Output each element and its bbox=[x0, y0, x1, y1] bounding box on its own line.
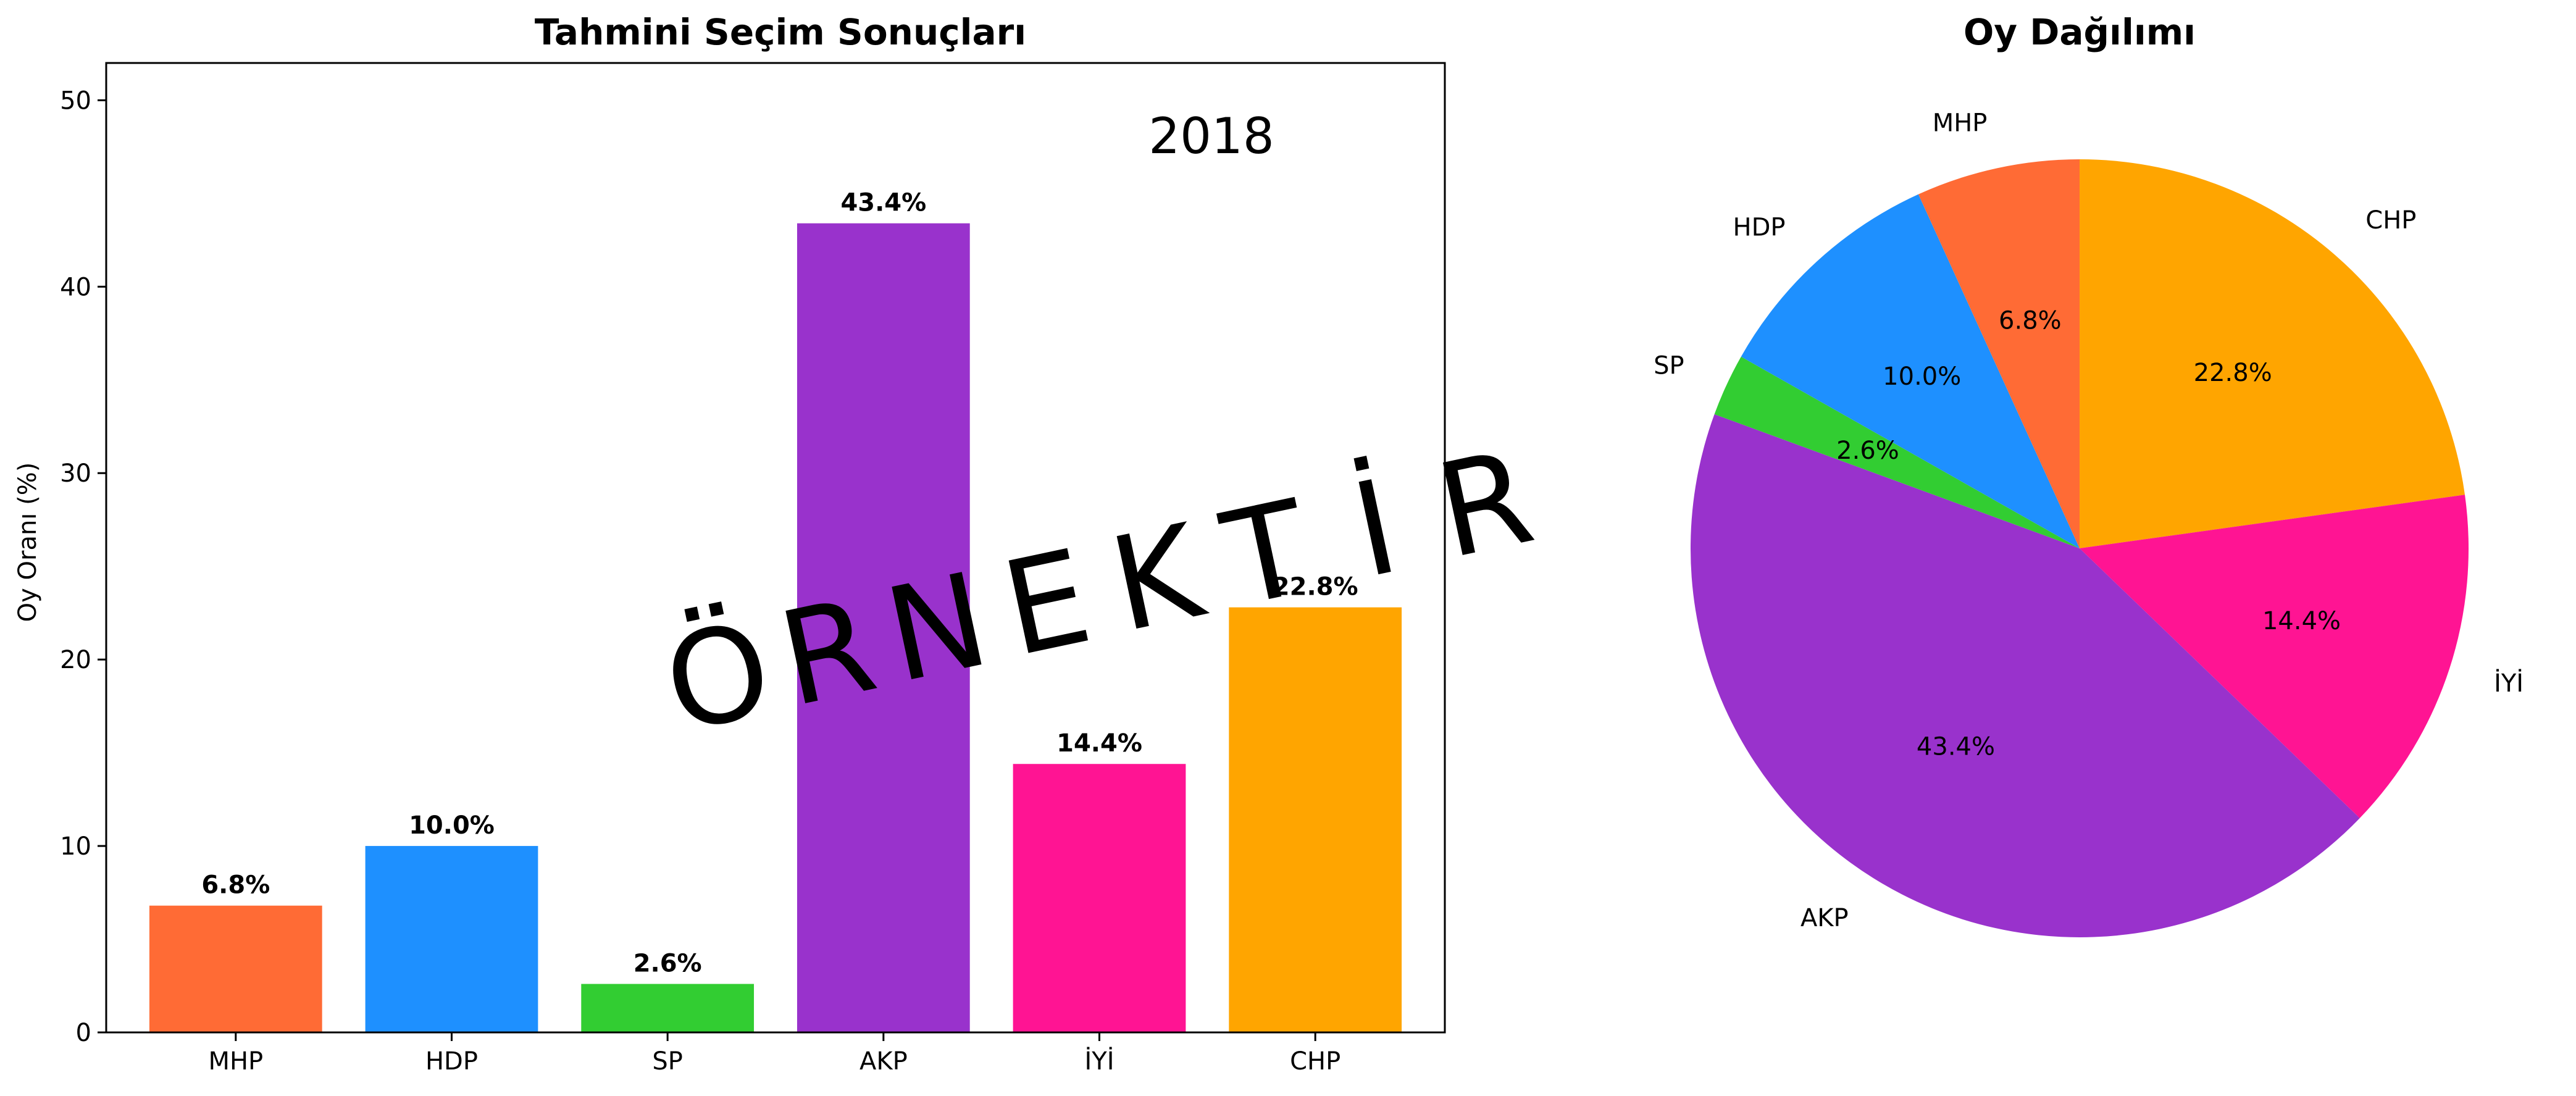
pie-chart: Oy Dağılımı 22.8% CHP 14.4% İYİ 43.4% AKP 2.6%… bbox=[1654, 11, 2524, 937]
pie-slices bbox=[1691, 159, 2469, 937]
watermark-letter: T bbox=[1211, 472, 1321, 637]
y-tick-label: 50 bbox=[60, 86, 91, 115]
pie-pct-label: 14.4% bbox=[2262, 607, 2341, 635]
y-axis-ticks: 0 10 20 30 40 50 bbox=[60, 86, 106, 1047]
pie-chart-title: Oy Dağılımı bbox=[1963, 11, 2196, 53]
y-tick-label: 40 bbox=[60, 273, 91, 301]
y-tick-label: 0 bbox=[76, 1019, 91, 1047]
x-tick-label: SP bbox=[652, 1047, 683, 1076]
bar-data-labels: 6.8% 10.0% 2.6% 43.4% 14.4% 22.8% bbox=[201, 189, 1358, 978]
pie-slice-mhp bbox=[1918, 159, 2080, 548]
x-tick-label: MHP bbox=[208, 1047, 263, 1076]
x-tick-label: HDP bbox=[425, 1047, 478, 1076]
bar-value-label: 43.4% bbox=[840, 189, 926, 217]
y-axis-label: Oy Oranı (%) bbox=[14, 462, 42, 622]
bar-series bbox=[149, 223, 1402, 1033]
x-tick-label: AKP bbox=[859, 1047, 908, 1076]
watermark-letter: K bbox=[1099, 495, 1217, 661]
pie-pct-label: 43.4% bbox=[1917, 732, 1995, 761]
watermark-letter: E bbox=[991, 521, 1103, 685]
pie-category-label: CHP bbox=[2365, 206, 2416, 235]
pie-pct-label: 10.0% bbox=[1883, 362, 1961, 391]
bar-value-label: 6.8% bbox=[201, 871, 270, 900]
x-tick-label: CHP bbox=[1290, 1047, 1340, 1076]
bar-value-label: 22.8% bbox=[1273, 573, 1358, 601]
watermark-letter: R bbox=[1425, 421, 1545, 588]
pie-labels: 22.8% CHP 14.4% İYİ 43.4% AKP 2.6% SP 10.0% HDP 6.… bbox=[1654, 109, 2524, 932]
bar-value-label: 10.0% bbox=[409, 811, 495, 840]
pie-pct-label: 22.8% bbox=[2194, 359, 2272, 387]
watermark-letter: Ö bbox=[653, 593, 784, 762]
bar-value-label: 2.6% bbox=[634, 950, 702, 978]
y-tick-label: 20 bbox=[60, 646, 91, 674]
y-tick-label: 10 bbox=[60, 832, 91, 861]
year-annotation: 2018 bbox=[1148, 107, 1274, 165]
bar-i̇yi̇ bbox=[1013, 764, 1186, 1032]
bar-chp bbox=[1229, 607, 1402, 1032]
y-tick-label: 30 bbox=[60, 459, 91, 488]
pie-category-label: HDP bbox=[1733, 214, 1785, 242]
pie-pct-label: 6.8% bbox=[1999, 307, 2062, 335]
pie-category-label: SP bbox=[1654, 352, 1684, 380]
pie-slice-sp bbox=[1714, 356, 2080, 548]
pie-category-label: AKP bbox=[1800, 904, 1849, 932]
pie-category-label: İYİ bbox=[2494, 668, 2524, 698]
bar-sp bbox=[581, 984, 755, 1032]
pie-category-label: MHP bbox=[1933, 109, 1988, 137]
x-axis-ticks: MHP HDP SP AKP İYİ CHP bbox=[208, 1032, 1340, 1076]
bar-mhp bbox=[149, 905, 322, 1032]
bar-chart: Tahmini Seçim Sonuçları Oy Oranı (%) 0 10… bbox=[14, 11, 1446, 1076]
plot-frame bbox=[105, 62, 1446, 1034]
bar-chart-title: Tahmini Seçim Sonuçları bbox=[535, 11, 1026, 53]
pie-slice-chp bbox=[2080, 159, 2465, 548]
x-tick-label: İYİ bbox=[1085, 1046, 1114, 1076]
pie-slice-i̇yi̇ bbox=[2080, 495, 2469, 819]
pie-slice-akp bbox=[1691, 414, 2360, 937]
bar-value-label: 14.4% bbox=[1056, 729, 1142, 758]
bar-hdp bbox=[365, 846, 538, 1032]
pie-slice-hdp bbox=[1741, 194, 2080, 548]
pie-pct-label: 2.6% bbox=[1836, 437, 1899, 465]
bar-akp bbox=[797, 223, 970, 1033]
